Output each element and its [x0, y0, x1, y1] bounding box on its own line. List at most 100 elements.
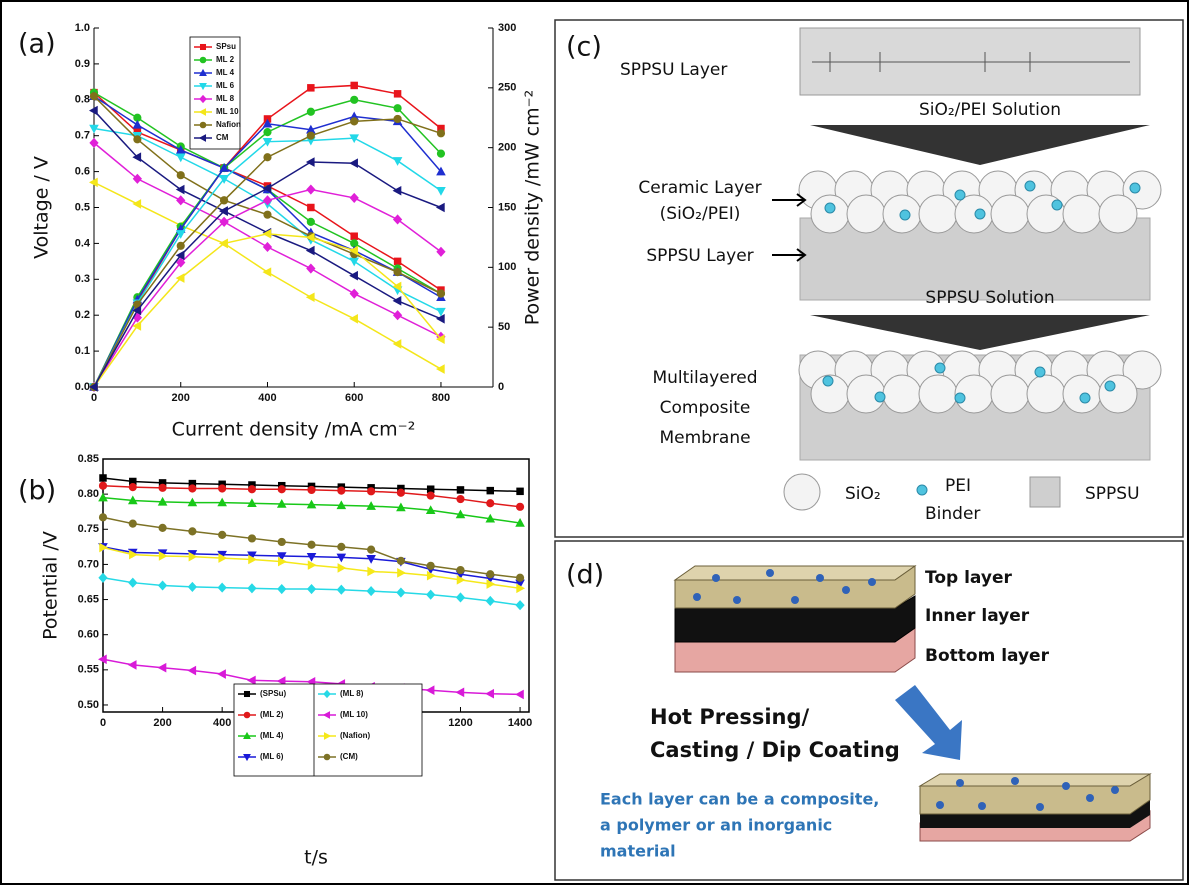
marker — [89, 124, 99, 134]
marker — [276, 552, 287, 561]
series-line — [93, 181, 442, 370]
marker — [515, 517, 525, 527]
x-tick-label: 1400 — [508, 717, 532, 729]
marker — [247, 534, 257, 543]
legend-label: (ML 4) — [260, 731, 284, 740]
note-text: a polymer or an inorganic — [600, 816, 832, 835]
marker — [307, 540, 316, 549]
marker — [486, 579, 496, 589]
y-tick-label: 0.50 — [78, 699, 99, 711]
marker — [456, 565, 465, 575]
marker — [392, 185, 402, 196]
marker — [306, 263, 316, 274]
marker — [393, 90, 402, 98]
marker — [307, 485, 316, 495]
marker — [436, 289, 446, 298]
y2-tick-label: 0 — [498, 381, 504, 393]
marker — [515, 689, 524, 700]
y-tick-label: 0.5 — [75, 201, 90, 213]
marker — [99, 542, 108, 553]
marker — [455, 592, 466, 603]
marker — [349, 257, 360, 267]
marker — [187, 497, 198, 507]
marker — [436, 129, 446, 138]
sio2-particle — [1062, 194, 1102, 234]
y-tick-label: 0.7 — [75, 130, 90, 142]
marker — [392, 339, 402, 349]
marker — [455, 687, 465, 698]
marker — [262, 267, 272, 277]
membrane-ceramic — [798, 350, 1162, 414]
membrane-label: Composite — [660, 398, 751, 418]
marker — [515, 600, 525, 611]
layer-label: SPPSU Layer — [620, 60, 727, 80]
panel-c-border — [554, 19, 1184, 538]
marker — [128, 519, 137, 528]
layer-label: SPPSU Layer — [646, 246, 753, 266]
marker — [396, 556, 406, 566]
marker — [436, 166, 446, 176]
marker — [306, 107, 315, 116]
y-tick-label: 1.0 — [75, 22, 90, 34]
sio2-particle — [810, 194, 850, 234]
legend-marker — [243, 711, 251, 719]
legend-label: Nafion — [216, 120, 241, 129]
layer-label: Ceramic Layer — [638, 178, 761, 198]
y-axis-label: Voltage / V — [31, 156, 53, 259]
marker — [175, 273, 185, 283]
marker — [247, 583, 257, 594]
marker — [436, 307, 446, 317]
marker — [426, 561, 435, 570]
y-tick-label: 0.6 — [75, 166, 90, 178]
panel-label: (d) — [566, 560, 604, 591]
x-axis-label: t/s — [304, 847, 328, 869]
marker — [89, 105, 98, 116]
legend-marker — [323, 732, 332, 740]
legend-label: ML 10 — [216, 107, 239, 116]
panel-d-border — [554, 540, 1184, 881]
marker — [396, 502, 406, 512]
sio2-particle — [918, 374, 958, 414]
x-tick-label: 200 — [153, 717, 171, 729]
marker — [396, 488, 406, 497]
legend-marker — [199, 56, 207, 64]
marker — [392, 310, 403, 321]
marker — [337, 563, 347, 573]
marker — [436, 149, 446, 158]
sio2-particle — [882, 374, 922, 414]
y-tick-label: 0.0 — [75, 381, 90, 393]
sio2-particle — [918, 194, 958, 234]
marker — [393, 104, 402, 113]
y-tick-label: 0.1 — [75, 345, 90, 357]
marker — [219, 163, 229, 172]
structure-sketch — [812, 52, 1130, 72]
marker — [306, 583, 317, 595]
marker — [277, 583, 287, 595]
legend-marker — [243, 753, 251, 762]
marker — [516, 487, 524, 496]
result-top — [919, 773, 1151, 815]
marker — [247, 485, 257, 494]
x-tick-label: 400 — [213, 717, 231, 729]
marker — [393, 257, 402, 266]
marker — [157, 496, 168, 506]
x-tick-label: 600 — [345, 392, 363, 404]
marker — [218, 553, 228, 563]
marker — [367, 566, 377, 577]
marker — [307, 203, 315, 212]
marker — [393, 114, 402, 124]
y-tick-label: 0.65 — [78, 593, 99, 605]
legend-marker — [199, 68, 207, 77]
marker — [426, 589, 436, 600]
marker — [305, 157, 315, 167]
marker — [247, 498, 257, 508]
marker — [436, 187, 446, 196]
legend-marker — [198, 108, 207, 116]
y-tick-label: 0.85 — [78, 453, 99, 465]
marker — [219, 216, 229, 227]
marker — [305, 292, 315, 303]
marker — [246, 675, 256, 686]
x-tick-label: 0 — [91, 392, 97, 404]
marker — [128, 577, 138, 588]
marker — [306, 552, 317, 562]
